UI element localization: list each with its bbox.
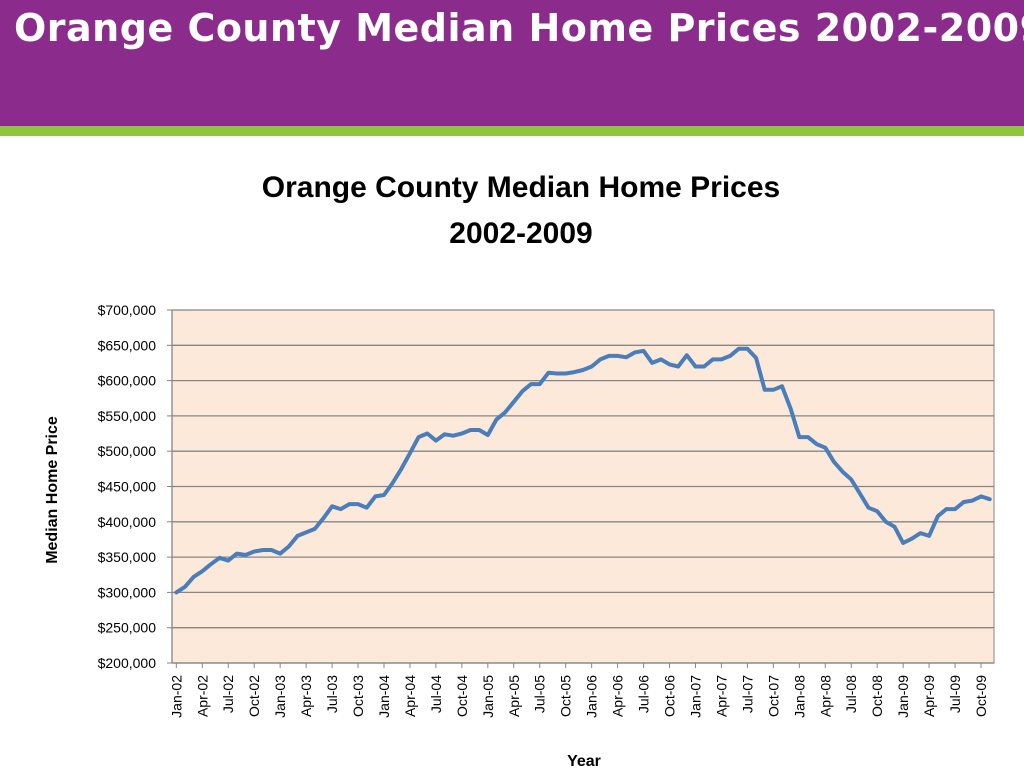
x-tick-label: Jul-02 [220,675,236,713]
x-tick-label: Apr-02 [194,675,210,717]
x-tick-label: Jan-04 [376,675,392,718]
y-tick-label: $550,000 [98,408,157,424]
x-tick-label: Jul-05 [532,675,548,713]
y-tick-label: $500,000 [98,443,157,459]
title-banner: Orange County Median Home Prices 2002-20… [0,0,1024,126]
chart-title-line-1: Orange County Median Home Prices [262,171,780,204]
x-tick-label: Jul-03 [324,675,340,713]
x-tick-label: Oct-04 [454,675,470,717]
y-tick-label: $200,000 [98,655,157,671]
y-tick-label: $650,000 [98,337,157,353]
y-axis-ticks: $200,000 $250,000 $300,000 $350,000 $400,000… [98,302,172,671]
x-tick-label: Oct-06 [662,675,678,717]
y-tick-label: $600,000 [98,373,157,389]
x-tick-label: Apr-09 [921,675,937,717]
x-tick-label: Jul-04 [428,675,444,713]
x-tick-label: Oct-05 [558,675,574,717]
x-tick-label: Jul-08 [843,675,859,713]
x-tick-label: Jul-07 [739,675,755,713]
x-tick-label: Oct-07 [765,675,781,717]
y-tick-label: $450,000 [98,479,157,495]
x-tick-label: Jan-09 [895,675,911,718]
x-tick-label: Jul-06 [636,675,652,713]
x-tick-label: Apr-04 [402,675,418,717]
y-tick-label: $700,000 [98,302,157,318]
x-axis-ticks: Jan-02 Apr-02 Jul-02 Oct-02 Jan-03 Apr-03 Jul-… [168,663,989,718]
x-tick-label: Jan-08 [791,675,807,718]
x-tick-label: Apr-07 [713,675,729,717]
slide-title: Orange County Median Home Prices 2002-20… [14,6,1024,50]
y-tick-label: $300,000 [98,584,157,600]
x-axis-label: Year [567,753,601,768]
x-tick-label: Apr-05 [506,675,522,717]
x-tick-label: Jan-06 [584,675,600,718]
x-tick-label: Jan-03 [272,675,288,718]
x-tick-label: Oct-03 [350,675,366,717]
y-axis-label: Median Home Price [44,416,61,564]
x-tick-label: Apr-03 [298,675,314,717]
x-tick-label: Jan-05 [480,675,496,718]
x-tick-label: Apr-06 [610,675,626,717]
x-tick-label: Oct-08 [869,675,885,717]
series-line [174,346,992,595]
x-tick-label: Apr-08 [817,675,833,717]
x-tick-label: Jan-02 [168,675,184,718]
accent-divider [0,126,1024,136]
x-tick-label: Oct-09 [973,675,989,717]
chart-title-line-2: 2002-2009 [449,217,592,250]
y-tick-label: $250,000 [98,620,157,636]
x-tick-label: Oct-02 [246,675,262,717]
x-tick-label: Jan-07 [687,675,703,718]
y-tick-label: $350,000 [98,549,157,565]
x-tick-label: Jul-09 [947,675,963,713]
y-tick-label: $400,000 [98,514,157,530]
